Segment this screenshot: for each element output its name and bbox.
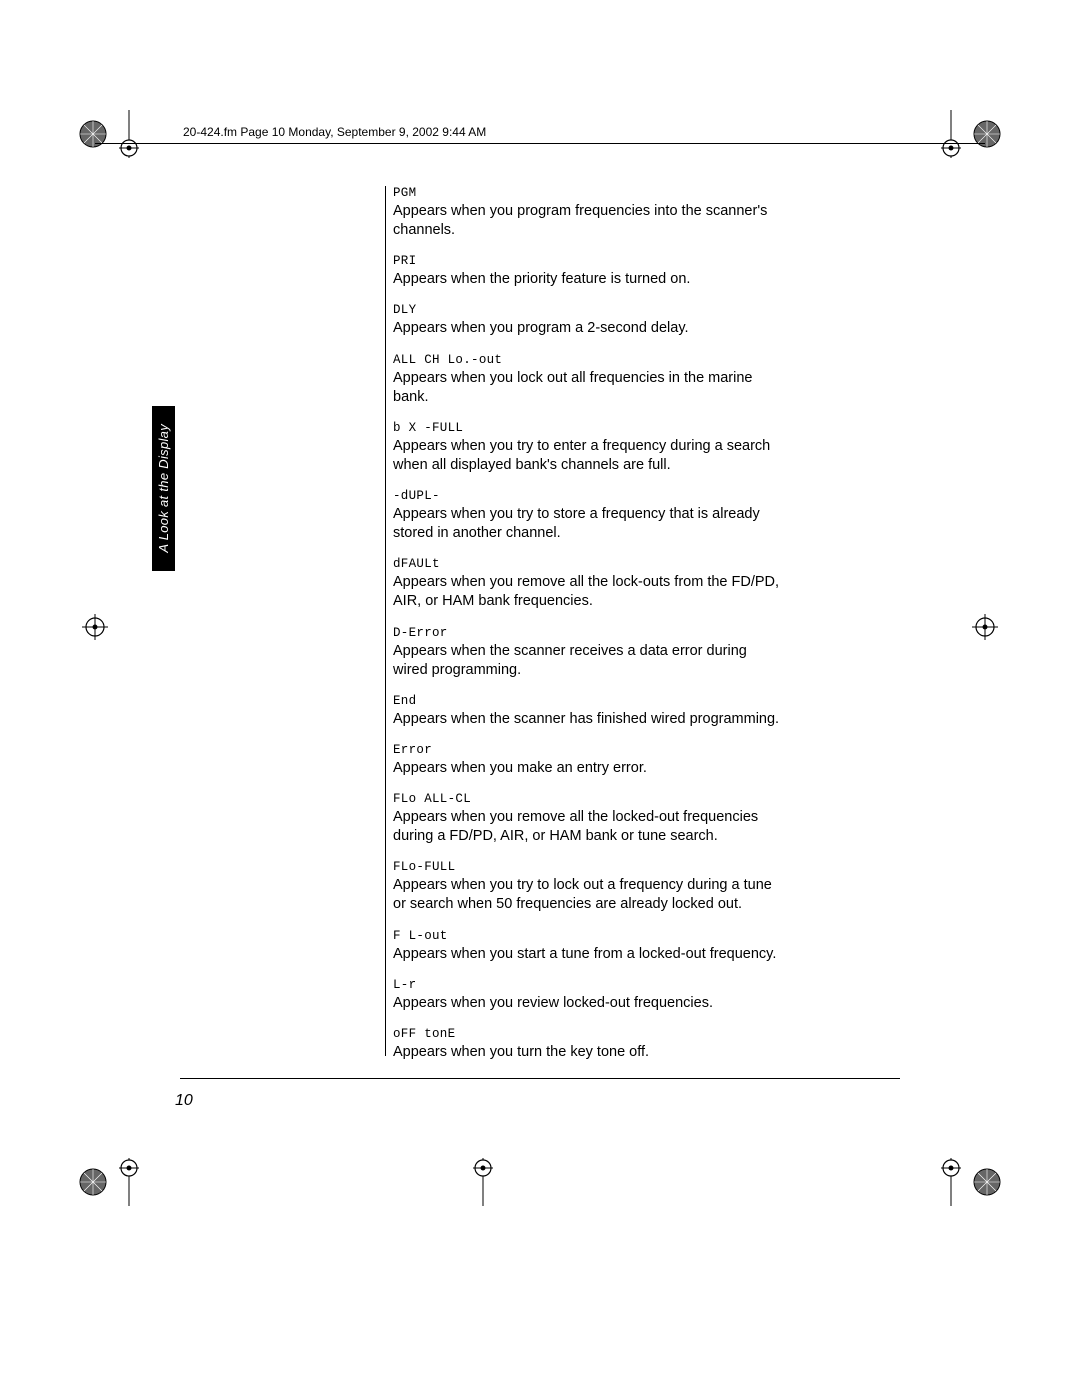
entry-desc: Appears when you lock out all frequencie… [393,369,783,407]
entry-desc: Appears when the priority feature is tur… [393,270,783,289]
entry-label: oFF tonE [393,1027,783,1041]
entry-desc: Appears when you turn the key tone off. [393,1043,783,1062]
entry-label: DLY [393,303,783,317]
entry-desc: Appears when you program frequencies int… [393,202,783,240]
entry-desc: Appears when you program a 2-second dela… [393,319,783,338]
section-tab: A Look at the Display [152,406,175,571]
entry-desc: Appears when the scanner has finished wi… [393,710,783,729]
display-entry: dFAULt Appears when you remove all the l… [393,557,783,611]
entry-label: dFAULt [393,557,783,571]
content-vertical-rule [385,186,386,1056]
content-area: PGM Appears when you program frequencies… [393,186,783,1076]
register-mark-top-right [938,110,1002,158]
display-entry: PRI Appears when the priority feature is… [393,254,783,289]
entry-desc: Appears when you try to enter a frequenc… [393,437,783,475]
display-entry: -dUPL- Appears when you try to store a f… [393,489,783,543]
entry-desc: Appears when you remove all the locked-o… [393,808,783,846]
display-entry: FLo-FULL Appears when you try to lock ou… [393,860,783,914]
display-entry: ALL CH Lo.-out Appears when you lock out… [393,353,783,407]
register-mark-top-left [78,110,142,158]
section-tab-label: A Look at the Display [156,424,171,553]
entry-label: -dUPL- [393,489,783,503]
entry-label: b X -FULL [393,421,783,435]
display-entry: FLo ALL-CL Appears when you remove all t… [393,792,783,846]
entry-label: L-r [393,978,783,992]
register-mark-mid-right [972,614,998,640]
entry-desc: Appears when you try to lock out a frequ… [393,876,783,914]
entry-label: PGM [393,186,783,200]
entry-label: ALL CH Lo.-out [393,353,783,367]
entry-label: Error [393,743,783,757]
display-entry: oFF tonE Appears when you turn the key t… [393,1027,783,1062]
top-rule [95,143,985,144]
bottom-rule [180,1078,900,1079]
display-entry: DLY Appears when you program a 2-second … [393,303,783,338]
page-number: 10 [175,1092,193,1110]
entry-desc: Appears when you try to store a frequenc… [393,505,783,543]
entry-label: D-Error [393,626,783,640]
entry-desc: Appears when you remove all the lock-out… [393,573,783,611]
display-entry: b X -FULL Appears when you try to enter … [393,421,783,475]
display-entry: D-Error Appears when the scanner receive… [393,626,783,680]
display-entry: End Appears when the scanner has finishe… [393,694,783,729]
display-entry: Error Appears when you make an entry err… [393,743,783,778]
page-header-meta: 20-424.fm Page 10 Monday, September 9, 2… [183,125,486,139]
register-mark-bottom-right [938,1158,1002,1206]
display-entry: PGM Appears when you program frequencies… [393,186,783,240]
register-mark-bottom-center [470,1158,496,1206]
register-mark-mid-left [82,614,108,640]
entry-desc: Appears when the scanner receives a data… [393,642,783,680]
entry-label: PRI [393,254,783,268]
entry-desc: Appears when you make an entry error. [393,759,783,778]
display-entry: L-r Appears when you review locked-out f… [393,978,783,1013]
register-mark-bottom-left [78,1158,142,1206]
entry-desc: Appears when you review locked-out frequ… [393,994,783,1013]
entry-label: End [393,694,783,708]
entry-label: F L-out [393,929,783,943]
display-entry: F L-out Appears when you start a tune fr… [393,929,783,964]
entry-label: FLo-FULL [393,860,783,874]
entry-label: FLo ALL-CL [393,792,783,806]
entry-desc: Appears when you start a tune from a loc… [393,945,783,964]
